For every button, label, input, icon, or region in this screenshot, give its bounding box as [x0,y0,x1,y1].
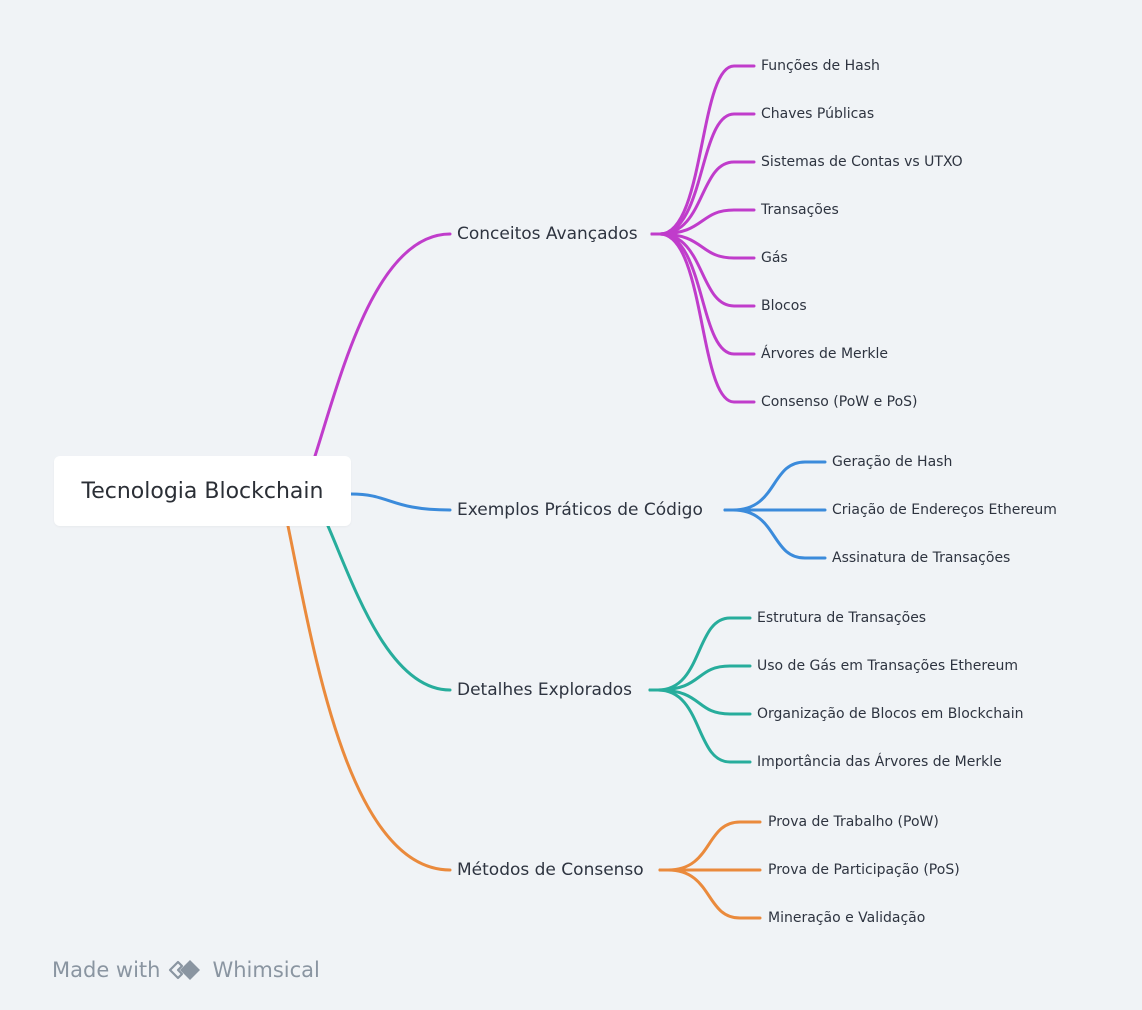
connector-branch-1-child-4 [650,208,756,236]
connector-root-to-branch-1 [313,232,452,458]
leaf-node-2-3[interactable]: Assinatura de Transações [832,550,1011,566]
leaf-node-3-2[interactable]: Uso de Gás em Transações Ethereum [757,658,1018,674]
connector-branch-1-child-3 [650,160,756,236]
connector-branch-3-child-3 [648,688,752,716]
branch-node-2[interactable]: Exemplos Práticos de Código [457,500,703,520]
made-with-text: Made with [52,958,161,982]
leaf-node-3-1[interactable]: Estrutura de Transações [757,610,927,626]
leaf-node-1-3[interactable]: Sistemas de Contas vs UTXO [761,154,963,170]
leaf-node-1-8[interactable]: Consenso (PoW e PoS) [761,394,918,410]
leaf-node-1-6[interactable]: Blocos [761,298,807,314]
leaf-node-3-4[interactable]: Importância das Árvores de Merkle [757,754,1002,770]
connector-branch-1-child-6 [650,232,756,308]
leaf-node-4-2[interactable]: Prova de Participação (PoS) [768,862,960,878]
leaf-node-1-5[interactable]: Gás [761,250,788,266]
connector-root-to-branch-3 [326,524,452,692]
leaf-node-1-7[interactable]: Árvores de Merkle [761,346,888,362]
whimsical-brand-text: Whimsical [212,958,320,982]
branch-node-1[interactable]: Conceitos Avançados [457,224,638,244]
branch-node-4[interactable]: Métodos de Consenso [457,860,644,880]
connector-root-to-branch-4 [286,524,452,872]
connector-branch-3-child-4 [648,688,752,764]
root-node-label: Tecnologia Blockchain [81,478,324,504]
root-node[interactable]: Tecnologia Blockchain [54,456,351,526]
connector-branch-2-child-1 [723,460,827,512]
leaf-node-4-3[interactable]: Mineração e Validação [768,910,926,926]
connector-branch-4-child-3 [658,868,762,920]
leaf-node-2-1[interactable]: Geração de Hash [832,454,953,470]
leaf-node-1-4[interactable]: Transações [761,202,839,218]
connector-branch-4-child-1 [658,820,762,872]
made-with-whimsical-badge[interactable]: Made with Whimsical [52,956,320,984]
whimsical-logo-icon [169,960,201,980]
leaf-node-1-1[interactable]: Funções de Hash [761,58,880,74]
connector-branch-1-child-8 [650,232,756,404]
leaf-node-1-2[interactable]: Chaves Públicas [761,106,875,122]
connector-branch-2-child-3 [723,508,827,560]
leaf-node-2-2[interactable]: Criação de Endereços Ethereum [832,502,1057,518]
connector-branch-1-child-5 [650,232,756,260]
branch-node-3[interactable]: Detalhes Explorados [457,680,633,700]
connector-root-to-branch-2 [349,492,452,512]
connector-branch-3-child-1 [648,616,752,692]
connector-branch-3-child-2 [648,664,752,692]
leaf-node-4-1[interactable]: Prova de Trabalho (PoW) [768,814,939,830]
leaf-node-3-3[interactable]: Organização de Blocos em Blockchain [757,706,1024,722]
